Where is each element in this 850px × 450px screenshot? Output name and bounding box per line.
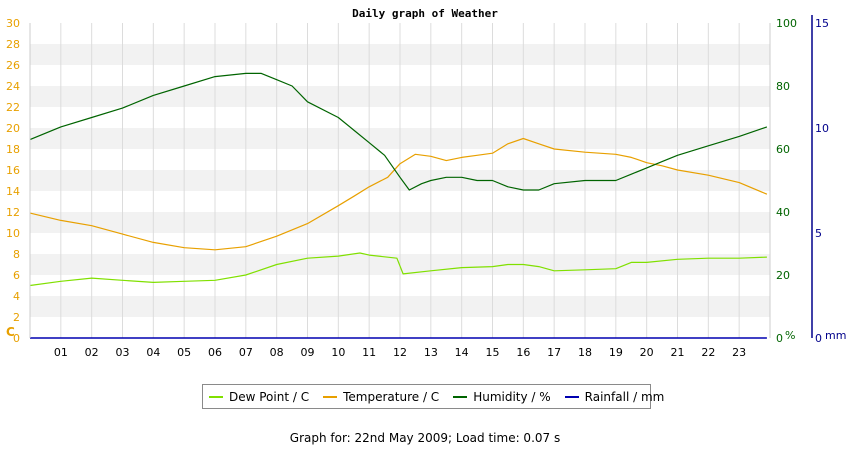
left-axis-tick-label: 26 xyxy=(6,59,20,72)
left-axis-tick-label: 4 xyxy=(13,290,20,303)
legend-label-dew-point: Dew Point / C xyxy=(229,389,310,404)
series-line-temperature xyxy=(29,137,768,251)
x-axis-tick-label: 15 xyxy=(486,346,500,359)
humidity-axis-tick-label: 0 xyxy=(776,332,783,345)
legend-label-temperature: Temperature / C xyxy=(343,389,440,404)
series-line-dew-point xyxy=(29,252,767,287)
left-axis-tick-label: 22 xyxy=(6,101,20,114)
humidity-axis-tick-label: 60 xyxy=(776,143,790,156)
humidity-axis-tick-label: 40 xyxy=(776,206,790,219)
left-axis-unit-label: C xyxy=(6,325,15,339)
legend-swatch-dew-point xyxy=(209,395,223,398)
x-axis-tick-label: 07 xyxy=(239,346,253,359)
chart-legend: Dew Point / C Temperature / C Humidity /… xyxy=(202,384,664,409)
x-axis-tick-label: 18 xyxy=(578,346,592,359)
legend-item-humidity: Humidity / % xyxy=(453,389,551,404)
left-axis-tick-label: 10 xyxy=(6,227,20,240)
x-axis-tick-label: 22 xyxy=(701,346,715,359)
legend-item-temperature: Temperature / C xyxy=(323,390,439,404)
x-axis-tick-label: 02 xyxy=(85,346,99,359)
left-axis-tick-label: 12 xyxy=(6,206,20,219)
humidity-axis-tick-label: 20 xyxy=(776,269,790,282)
x-axis-tick-label: 08 xyxy=(270,346,284,359)
x-axis-tick-label: 13 xyxy=(424,346,438,359)
x-axis-tick-label: 19 xyxy=(609,346,623,359)
weather-chart: Daily graph of Weather 02468101214161820… xyxy=(6,7,846,359)
x-axis-tick-label: 11 xyxy=(362,346,376,359)
x-axis-tick-label: 10 xyxy=(331,346,345,359)
humidity-axis-tick-label: 100 xyxy=(776,17,797,30)
x-axis-tick-label: 14 xyxy=(455,346,469,359)
left-axis-tick-label: 2 xyxy=(13,311,20,324)
x-axis-tick-label: 23 xyxy=(732,346,746,359)
left-axis-tick-label: 6 xyxy=(13,269,20,282)
humidity-axis-unit-label: % xyxy=(785,329,795,342)
rain-axis-tick-label: 10 xyxy=(815,122,829,135)
x-axis-tick-label: 20 xyxy=(640,346,654,359)
series-line-humidity xyxy=(29,72,768,191)
legend-label-rainfall: Rainfall / mm xyxy=(584,389,665,404)
x-axis-tick-label: 01 xyxy=(54,346,68,359)
x-axis-tick-label: 21 xyxy=(671,346,685,359)
left-axis-tick-label: 0 xyxy=(13,332,20,345)
x-axis-tick-label: 05 xyxy=(177,346,191,359)
left-axis-tick-label: 24 xyxy=(6,80,20,93)
left-axis-tick-label: 16 xyxy=(6,164,20,177)
legend-swatch-humidity xyxy=(453,395,468,398)
x-axis-tick-label: 17 xyxy=(547,346,561,359)
legend-item-dew-point: Dew Point / C xyxy=(209,390,309,404)
x-axis-tick-label: 03 xyxy=(116,346,130,359)
legend-item-rainfall: Rainfall / mm xyxy=(564,389,665,404)
rain-axis-tick-label: 15 xyxy=(815,17,829,30)
left-axis-tick-label: 20 xyxy=(6,122,20,135)
left-axis-tick-label: 8 xyxy=(13,248,20,261)
left-axis-tick-label: 28 xyxy=(6,38,20,51)
x-axis-tick-label: 06 xyxy=(208,346,222,359)
x-axis-tick-label: 09 xyxy=(301,346,315,359)
x-axis-tick-label: 16 xyxy=(516,346,530,359)
legend-label-humidity: Humidity / % xyxy=(473,389,551,404)
legend-swatch-rainfall xyxy=(564,395,579,398)
left-axis-tick-label: 30 xyxy=(6,17,20,30)
rain-axis-tick-label: 5 xyxy=(815,227,822,240)
humidity-axis-tick-label: 80 xyxy=(776,80,790,93)
legend-swatch-temperature xyxy=(323,395,338,398)
left-axis-tick-label: 18 xyxy=(6,143,20,156)
x-axis-tick-label: 12 xyxy=(393,346,407,359)
rain-axis-tick-label: 0 xyxy=(815,332,822,345)
graph-footer: Graph for: 22nd May 2009; Load time: 0.0… xyxy=(289,431,561,445)
chart-title: Daily graph of Weather xyxy=(352,7,498,20)
x-axis-tick-label: 04 xyxy=(146,346,160,359)
rain-axis-unit-label: mm xyxy=(825,329,846,342)
left-axis-tick-label: 14 xyxy=(6,185,20,198)
